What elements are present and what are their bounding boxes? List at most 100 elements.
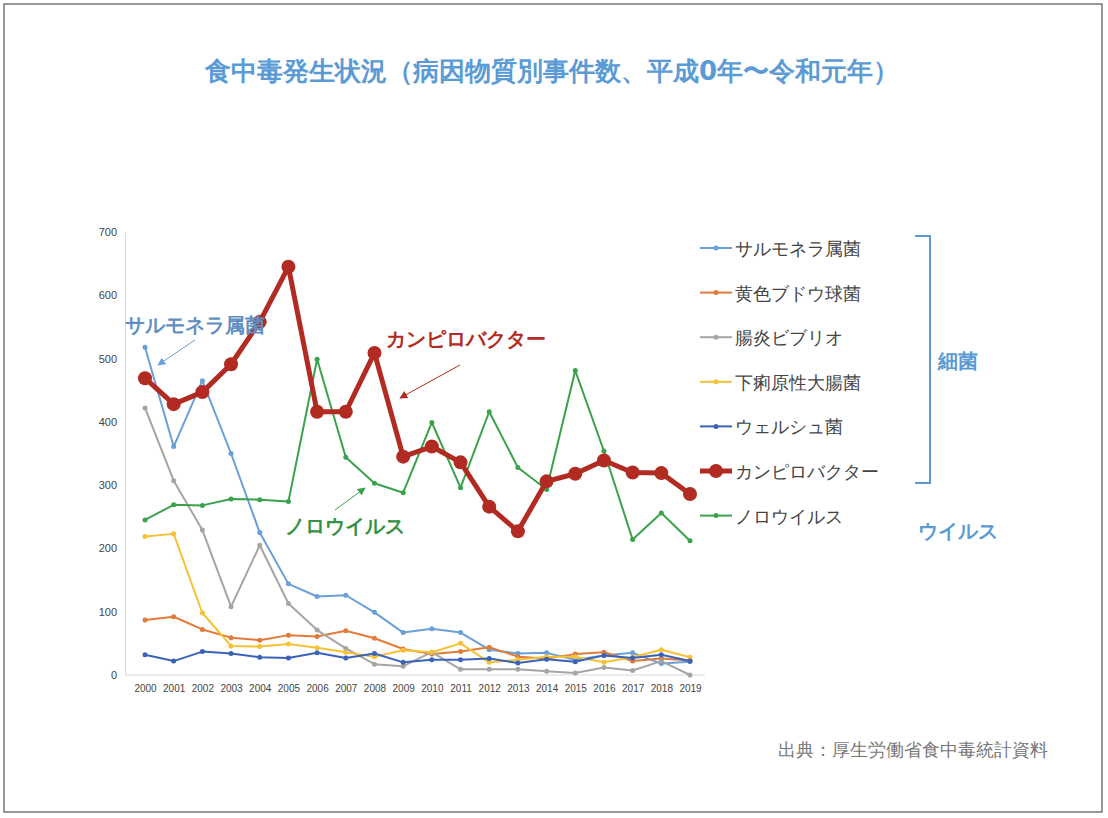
series-marker xyxy=(458,657,463,662)
series-marker xyxy=(229,651,234,656)
x-tick: 2011 xyxy=(450,675,472,694)
series xyxy=(143,405,693,677)
series-marker xyxy=(372,662,377,667)
series-marker xyxy=(688,659,693,664)
series-marker xyxy=(229,635,234,640)
legend-item: ノロウイルス xyxy=(700,506,843,527)
x-tick-label: 2002 xyxy=(192,683,215,694)
series xyxy=(143,649,693,665)
annotation: カンピロバクター xyxy=(386,327,546,351)
y-tick-label: 300 xyxy=(99,479,117,491)
frame xyxy=(4,4,1102,812)
series-marker xyxy=(200,627,205,632)
series-marker xyxy=(659,659,664,664)
series-marker xyxy=(315,628,320,633)
x-tick-label: 2012 xyxy=(479,683,502,694)
legend-marker xyxy=(714,424,719,429)
x-tick-label: 2015 xyxy=(565,683,588,694)
series-marker xyxy=(487,667,492,672)
series-marker xyxy=(171,502,176,507)
series-marker xyxy=(482,500,496,514)
x-tick: 2007 xyxy=(335,675,358,694)
x-tick: 2008 xyxy=(364,675,387,694)
series-marker xyxy=(429,650,434,655)
series xyxy=(143,531,693,664)
y-tick-label: 0 xyxy=(111,669,117,681)
series-marker xyxy=(401,490,406,495)
series-marker xyxy=(429,420,434,425)
series-marker xyxy=(515,667,520,672)
legend-marker xyxy=(714,513,719,518)
legend-label: 黄色ブドウ球菌 xyxy=(735,283,861,304)
x-tick: 2010 xyxy=(421,675,444,694)
series-marker xyxy=(257,644,262,649)
series-marker xyxy=(257,530,262,535)
x-tick-label: 2018 xyxy=(651,683,674,694)
series-marker xyxy=(401,630,406,635)
title: 食中毒発生状況（病因物質別事件数、平成0年〜令和元年） xyxy=(204,56,899,86)
series-marker xyxy=(286,655,291,660)
series-marker xyxy=(597,453,611,467)
series-marker xyxy=(568,467,582,481)
series-marker xyxy=(511,524,525,538)
series-marker xyxy=(200,610,205,615)
series-marker xyxy=(171,531,176,536)
y-tick: 300 xyxy=(99,479,125,491)
series-marker xyxy=(315,594,320,599)
series-marker xyxy=(171,444,176,449)
series-marker xyxy=(401,648,406,653)
legend-marker xyxy=(714,246,719,251)
series-marker xyxy=(573,654,578,659)
series-marker xyxy=(540,474,554,488)
series-marker xyxy=(143,652,148,657)
x-tick: 2019 xyxy=(679,675,702,694)
x-tick: 2002 xyxy=(192,675,215,694)
series-marker xyxy=(315,634,320,639)
x-tick-label: 2004 xyxy=(249,683,272,694)
legend-label: サルモネラ属菌 xyxy=(735,238,861,259)
series-marker xyxy=(630,537,635,542)
y-tick-label: 200 xyxy=(99,542,117,554)
x-tick-label: 2003 xyxy=(220,683,243,694)
x-tick: 2003 xyxy=(220,675,243,694)
annotation-arrow xyxy=(400,365,460,398)
series-marker xyxy=(229,451,234,456)
y-tick-label: 600 xyxy=(99,289,117,301)
y-tick: 200 xyxy=(99,542,125,554)
series-marker xyxy=(630,655,635,660)
y-tick: 400 xyxy=(99,416,125,428)
annotations: サルモネラ属菌カンピロバクターノロウイルス xyxy=(125,313,546,538)
legend-item: ウェルシュ菌 xyxy=(700,416,843,437)
legend-item: サルモネラ属菌 xyxy=(700,238,861,259)
x-tick: 2012 xyxy=(479,675,502,694)
x-tick-label: 2009 xyxy=(393,683,416,694)
series-marker xyxy=(315,357,320,362)
series-marker xyxy=(544,669,549,674)
series-marker xyxy=(626,465,640,479)
series xyxy=(143,345,693,666)
y-tick-label: 100 xyxy=(99,606,117,618)
series-marker xyxy=(458,485,463,490)
legend-label: ウェルシュ菌 xyxy=(735,416,843,437)
source: 出典：厚生労働省食中毒統計資料 xyxy=(778,739,1048,760)
series-marker xyxy=(429,657,434,662)
series-marker xyxy=(286,601,291,606)
legend-item: 腸炎ビブリオ xyxy=(700,327,843,348)
x-tick: 2001 xyxy=(163,675,186,694)
x-tick-label: 2001 xyxy=(163,683,186,694)
series-marker xyxy=(630,650,635,655)
x-tick: 2006 xyxy=(306,675,329,694)
x-tick: 2018 xyxy=(651,675,674,694)
x-tick-label: 2014 xyxy=(536,683,559,694)
series-marker xyxy=(458,630,463,635)
x-axis-line xyxy=(125,675,705,676)
series-marker xyxy=(229,604,234,609)
series-marker xyxy=(401,660,406,665)
legend-label: カンピロバクター xyxy=(735,461,879,482)
x-axis: 2000200120022003200420052006200720082009… xyxy=(125,675,705,694)
x-tick-label: 2010 xyxy=(421,683,444,694)
series-marker xyxy=(659,647,664,652)
series-marker xyxy=(573,659,578,664)
series-marker xyxy=(286,499,291,504)
y-tick: 600 xyxy=(99,289,125,301)
